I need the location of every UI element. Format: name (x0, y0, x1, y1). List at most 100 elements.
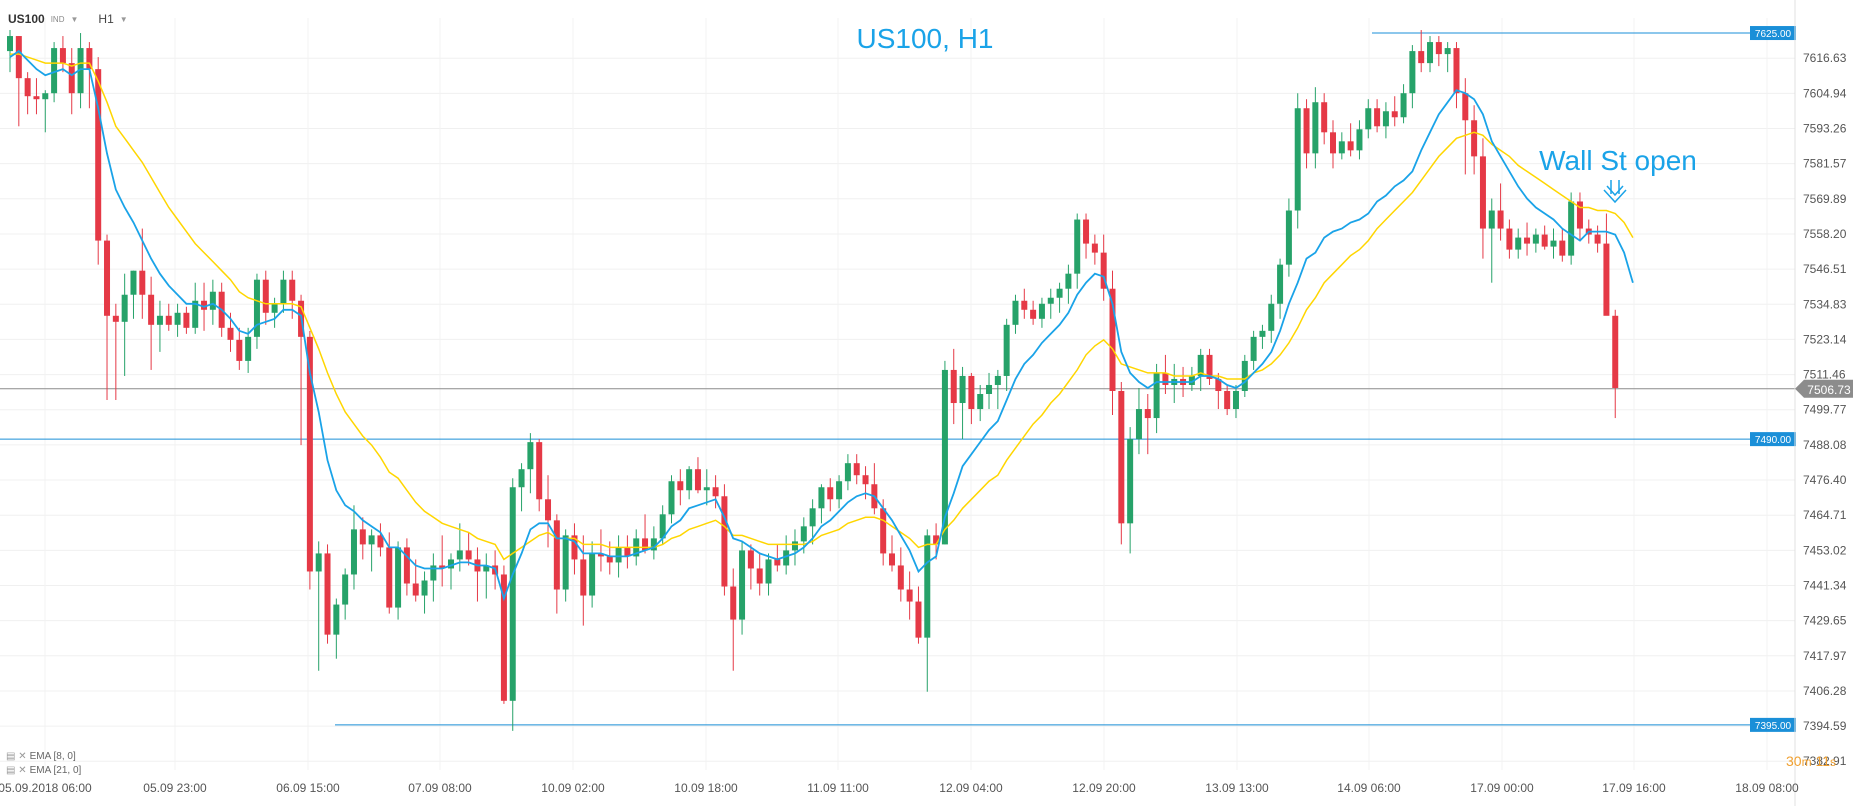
x-tick-label: 17.09 00:00 (1470, 781, 1534, 795)
candle-body (739, 550, 746, 620)
candle-body (86, 48, 93, 70)
candle-body (686, 469, 693, 491)
candle-body (933, 535, 940, 545)
candle-body (844, 463, 851, 482)
timeframe-selector[interactable]: H1 (98, 12, 114, 26)
candle (783, 535, 790, 575)
candle-body (1409, 51, 1416, 94)
candle (86, 42, 93, 109)
indicator-settings-icon[interactable]: ▤ ✕ (6, 751, 27, 762)
candle (1003, 318, 1010, 391)
candle (1382, 102, 1389, 139)
candle (271, 297, 278, 328)
y-tick-label: 7604.94 (1803, 86, 1847, 100)
x-tick-label: 05.09 23:00 (143, 781, 207, 795)
candle (342, 568, 349, 620)
legend-ema-slow[interactable]: ▤ ✕ EMA [21, 0] (6, 764, 81, 778)
candle-body (659, 514, 666, 539)
candle (95, 57, 102, 265)
candle (1594, 225, 1601, 253)
level-tag[interactable] (1750, 717, 1796, 732)
candle (1435, 36, 1442, 67)
candle (1285, 198, 1292, 277)
x-tick-label: 12.09 04:00 (939, 781, 1003, 795)
candle-body (253, 279, 260, 337)
candle (395, 541, 402, 620)
y-tick-label: 7593.26 (1803, 122, 1847, 136)
candle (1603, 213, 1610, 316)
candle (853, 454, 860, 485)
level-label: 7625.00 (1755, 29, 1792, 40)
y-tick-label: 7488.08 (1803, 438, 1847, 452)
candle (236, 327, 243, 370)
candle (24, 72, 31, 115)
candle (1453, 42, 1460, 109)
candle-body (42, 93, 49, 100)
legend-ema-fast[interactable]: ▤ ✕ EMA [8, 0] (6, 750, 81, 764)
level-tag[interactable] (1750, 26, 1796, 41)
y-tick-label: 7523.14 (1803, 332, 1847, 346)
candle (42, 90, 49, 133)
candle-body (377, 535, 384, 548)
chevron-down-icon[interactable]: ▼ (119, 14, 128, 24)
level-tag[interactable] (1750, 432, 1796, 447)
candle-body (1074, 219, 1081, 274)
candle-body (139, 270, 146, 295)
candle (1330, 120, 1336, 169)
x-tick-label: 17.09 16:00 (1602, 781, 1666, 795)
x-tick-label: 18.09 08:00 (1735, 781, 1799, 795)
level-label: 7490.00 (1755, 435, 1792, 446)
candle (1506, 219, 1513, 259)
candle-body (483, 565, 490, 572)
candle (1568, 192, 1575, 265)
indicator-settings-icon[interactable]: ▤ ✕ (6, 765, 27, 776)
candle-body (280, 279, 287, 304)
time-axis: 05.09.2018 06:00 05.09 23:00 06.09 15:00 07… (0, 781, 1799, 795)
candle-body (906, 589, 913, 602)
candle (650, 526, 657, 560)
candle-body (1612, 315, 1619, 388)
candle-body (1497, 210, 1504, 229)
candle (897, 547, 904, 602)
candle (589, 541, 596, 608)
candle-body (130, 270, 137, 295)
candle (536, 439, 543, 512)
candle-body (104, 240, 111, 316)
candle-body (562, 535, 569, 590)
candle (1083, 213, 1090, 259)
candle (977, 384, 984, 422)
candle (245, 327, 252, 373)
candle (1409, 45, 1416, 109)
ema-fast-line (9, 49, 1634, 602)
candle (1550, 228, 1557, 259)
candle-body (553, 520, 560, 590)
chart-toolbar: US100 IND ▼ H1 ▼ (8, 10, 142, 28)
chevron-down-icon[interactable]: ▼ (70, 14, 79, 24)
candle-body (227, 327, 234, 340)
candle (827, 478, 834, 512)
symbol-name[interactable]: US100 (8, 12, 45, 26)
candle-body (1206, 354, 1213, 379)
candle-body (580, 559, 587, 596)
candle (1021, 288, 1028, 319)
candle (130, 270, 137, 319)
y-tick-label: 7429.65 (1803, 614, 1847, 628)
candle-body (1550, 240, 1557, 247)
candle (209, 279, 216, 325)
candle (1444, 42, 1451, 73)
y-tick-label: 7394.59 (1803, 719, 1847, 733)
candle (1056, 282, 1063, 313)
candle-body (421, 580, 428, 596)
indicator-legend: ▤ ✕ EMA [8, 0] ▤ ✕ EMA [21, 0] (6, 750, 81, 778)
candle-body (1365, 108, 1372, 130)
candle-body (642, 538, 649, 551)
candle (77, 33, 84, 109)
candle (1224, 384, 1231, 416)
candle-body (968, 375, 975, 410)
candle-body (350, 529, 357, 575)
candle-body (1285, 210, 1292, 265)
candle-body (615, 547, 622, 563)
candle-body (165, 315, 172, 325)
y-tick-label: 7546.51 (1803, 262, 1847, 276)
